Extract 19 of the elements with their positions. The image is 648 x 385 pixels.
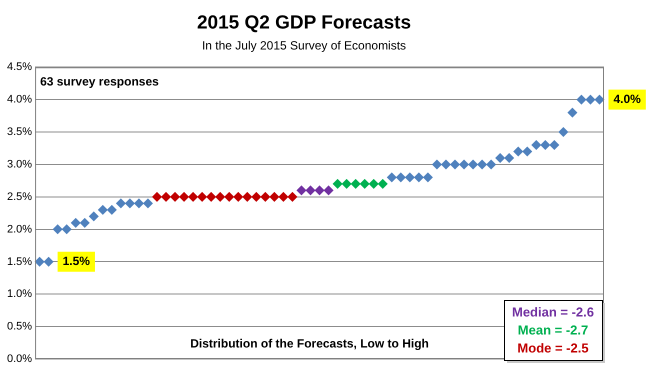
y-tick-label: 4.0% bbox=[6, 94, 32, 106]
chart-subtitle: In the July 2015 Survey of Economists bbox=[202, 38, 406, 52]
y-tick-label: 2.0% bbox=[6, 223, 32, 236]
y-tick-label: 3.5% bbox=[6, 126, 32, 138]
y-tick-label: 1.5% bbox=[6, 256, 32, 268]
y-tick-label: 4.5% bbox=[6, 61, 32, 74]
y-tick-label: 2.5% bbox=[6, 190, 32, 203]
y-tick-label: 1.0% bbox=[6, 288, 32, 300]
annotation: 63 survey responses bbox=[40, 74, 160, 89]
annotation: 1.5% bbox=[62, 254, 90, 268]
y-tick-label: 0.5% bbox=[6, 320, 32, 333]
chart-title: 2015 Q2 GDP Forecasts bbox=[196, 12, 412, 34]
text: 4.0% bbox=[613, 92, 642, 106]
y-tick-label: 3.0% bbox=[6, 158, 32, 170]
annotation: Median = -2.6 bbox=[512, 304, 594, 320]
annotation: Mean = -2.7 bbox=[518, 322, 588, 338]
annotation: Mode = -2.5 bbox=[517, 340, 589, 356]
annotation: Distribution of the Forecasts, Low to High bbox=[190, 336, 429, 350]
y-tick-label: 0.0% bbox=[6, 353, 32, 366]
